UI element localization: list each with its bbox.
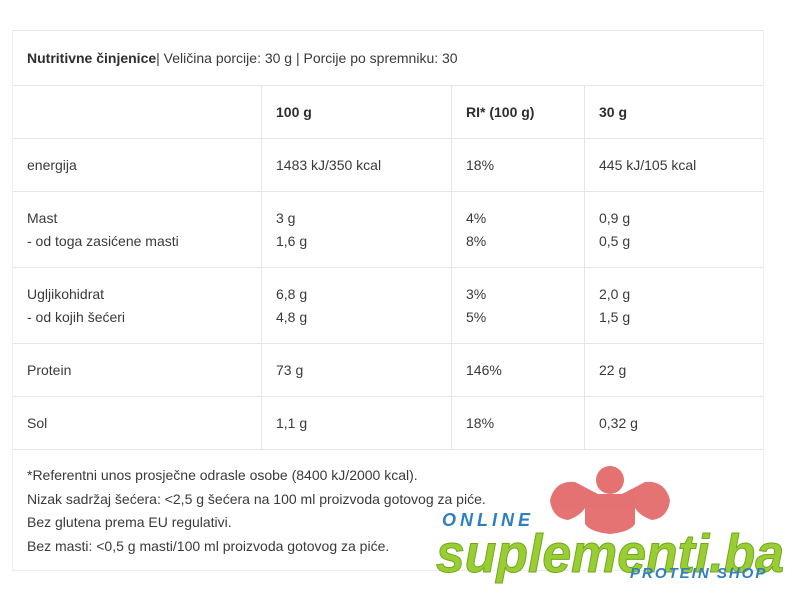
cell-text: 0,5 g — [599, 232, 631, 249]
row-protein-per30: 22 g — [585, 344, 763, 397]
cell-text: 18% — [466, 156, 495, 173]
cell-text: 73 g — [276, 361, 304, 378]
cell-text: 6,8 g — [276, 285, 308, 302]
row-fat-per100: 3 g 1,6 g — [262, 192, 452, 268]
cell-text: Mast — [27, 209, 58, 226]
row-energy-per100: 1483 kJ/350 kcal — [262, 139, 452, 192]
cell-text: 445 kJ/105 kcal — [599, 156, 697, 173]
cell-text: 1,6 g — [276, 232, 308, 249]
cell-text: 0,32 g — [599, 414, 638, 431]
row-protein-ri: 146% — [452, 344, 585, 397]
row-protein-label: Protein — [13, 344, 262, 397]
row-carbs-ri: 3% 5% — [452, 268, 585, 344]
nutrition-table: 100 g RI* (100 g) 30 g energija 1483 kJ/… — [13, 86, 763, 450]
nutrition-header: Nutritivne činjenice | Veličina porcije:… — [13, 30, 763, 86]
column-header-nutrient — [13, 86, 262, 139]
cell-text: Protein — [27, 361, 72, 378]
row-energy-ri: 18% — [452, 139, 585, 192]
row-energy-label: energija — [13, 139, 262, 192]
cell-text: - od toga zasićene masti — [27, 232, 179, 249]
cell-text: energija — [27, 156, 77, 173]
logo-main-text: suplementi.ba — [436, 524, 784, 584]
cell-text: 1,5 g — [599, 308, 631, 325]
suplementi-logo-watermark: ONLINE suplementi.ba PROTEIN SHOP — [436, 466, 785, 585]
cell-text: 0,9 g — [599, 209, 631, 226]
bodybuilder-silhouette-icon — [550, 466, 670, 534]
cell-text: 18% — [466, 414, 495, 431]
row-carbs-label: Ugljikohidrat - od kojih šećeri — [13, 268, 262, 344]
footnote-line: Nizak sadržaj šećera: <2,5 g šećera na 1… — [27, 490, 486, 507]
footnote-line: Bez masti: <0,5 g masti/100 ml proizvoda… — [27, 537, 390, 554]
logo-online-text: ONLINE — [442, 510, 534, 530]
column-header-per-100g: 100 g — [262, 86, 452, 139]
footnote-line: Bez glutena prema EU regulativi. — [27, 514, 232, 530]
cell-text: 5% — [466, 308, 487, 325]
cell-text: 1483 kJ/350 kcal — [276, 156, 382, 173]
cell-text: Sol — [27, 414, 48, 431]
serving-info: | Veličina porcije: 30 g | Porcije po sp… — [156, 50, 458, 66]
cell-text: Ugljikohidrat — [27, 285, 105, 302]
row-salt-label: Sol — [13, 397, 262, 450]
cell-text: 3% — [466, 285, 487, 302]
row-salt-per30: 0,32 g — [585, 397, 763, 450]
row-fat-per30: 0,9 g 0,5 g — [585, 192, 763, 268]
cell-text: 1,1 g — [276, 414, 308, 431]
footnotes: *Referentni unos prosječne odrasle osobe… — [13, 450, 763, 558]
nutrition-card: Nutritivne činjenice | Veličina porcije:… — [12, 30, 764, 571]
footnote-line: *Referentni unos prosječne odrasle osobe… — [27, 467, 418, 483]
cell-text: 22 g — [599, 361, 627, 378]
cell-text: 4,8 g — [276, 308, 308, 325]
row-fat-ri: 4% 8% — [452, 192, 585, 268]
row-carbs-per100: 6,8 g 4,8 g — [262, 268, 452, 344]
nutrition-title: Nutritivne činjenice — [27, 50, 157, 66]
cell-text: - od kojih šećeri — [27, 308, 126, 325]
row-carbs-per30: 2,0 g 1,5 g — [585, 268, 763, 344]
cell-text: 2,0 g — [599, 285, 631, 302]
row-energy-per30: 445 kJ/105 kcal — [585, 139, 763, 192]
cell-text: 4% — [466, 209, 487, 226]
row-salt-per100: 1,1 g — [262, 397, 452, 450]
row-fat-label: Mast - od toga zasićene masti — [13, 192, 262, 268]
cell-text: 8% — [466, 232, 487, 249]
cell-text: 146% — [466, 361, 502, 378]
row-protein-per100: 73 g — [262, 344, 452, 397]
column-header-ri: RI* (100 g) — [452, 86, 585, 139]
row-salt-ri: 18% — [452, 397, 585, 450]
logo-protein-shop-text: PROTEIN SHOP — [630, 565, 767, 582]
cell-text: 3 g — [276, 209, 296, 226]
column-header-per-30g: 30 g — [585, 86, 763, 139]
